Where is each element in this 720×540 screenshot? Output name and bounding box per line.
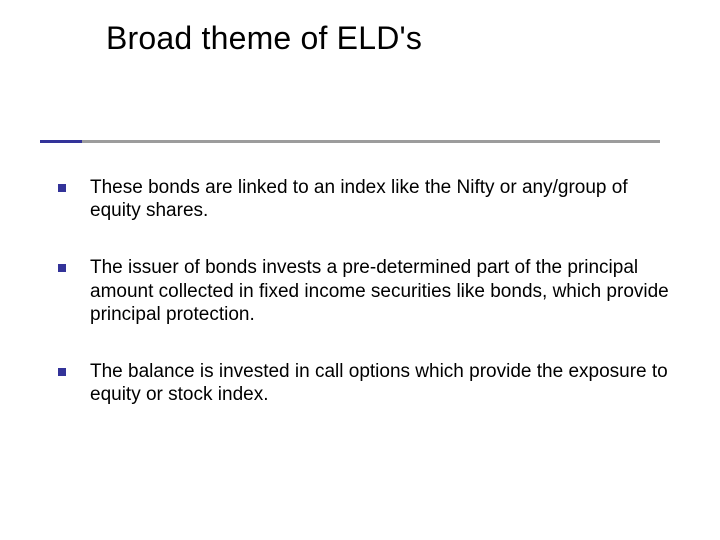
title-divider (40, 140, 660, 143)
divider-accent-line (40, 140, 82, 143)
slide: Broad theme of ELD's These bonds are lin… (0, 0, 720, 540)
bullet-list: These bonds are linked to an index like … (58, 176, 672, 440)
bullet-text: The issuer of bonds invests a pre-determ… (90, 256, 672, 326)
list-item: These bonds are linked to an index like … (58, 176, 672, 222)
bullet-text: These bonds are linked to an index like … (90, 176, 672, 222)
square-bullet-icon (58, 184, 66, 192)
list-item: The balance is invested in call options … (58, 360, 672, 406)
square-bullet-icon (58, 264, 66, 272)
bullet-text: The balance is invested in call options … (90, 360, 672, 406)
divider-gray-line (40, 140, 660, 143)
list-item: The issuer of bonds invests a pre-determ… (58, 256, 672, 326)
slide-title: Broad theme of ELD's (106, 20, 422, 57)
square-bullet-icon (58, 368, 66, 376)
